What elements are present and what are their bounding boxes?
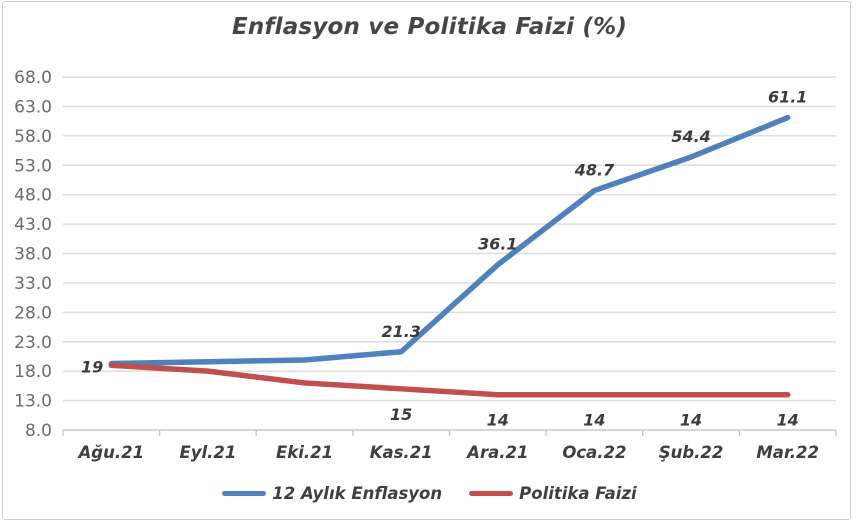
- y-axis-tick-label: 33.0: [14, 274, 52, 294]
- data-label: 14: [583, 411, 605, 430]
- x-axis-category-label: Ara.21: [465, 443, 528, 462]
- x-axis-category-label: Eki.21: [276, 443, 333, 462]
- legend: 12 Aylık Enflasyon Politika Faizi: [0, 484, 859, 503]
- data-label: 21.3: [381, 322, 420, 341]
- x-axis-category-label: Şub.22: [659, 443, 724, 462]
- y-axis-tick-label: 53.0: [14, 156, 52, 176]
- y-axis-tick-label: 58.0: [14, 127, 52, 147]
- chart-title: Enflasyon ve Politika Faizi (%): [231, 14, 628, 40]
- x-axis-category-label: Eyl.21: [179, 443, 236, 462]
- data-label: 14: [487, 411, 509, 430]
- data-label: 36.1: [478, 235, 517, 254]
- series-line-politika-faizi: [108, 362, 791, 398]
- y-axis-tick-label: 43.0: [14, 215, 52, 235]
- y-axis-tick-label: 23.0: [14, 333, 52, 353]
- x-axis-category-label: Mar.22: [756, 443, 819, 462]
- legend-label-politika-faizi: Politika Faizi: [519, 484, 637, 503]
- data-label: 14: [777, 411, 799, 430]
- y-axis-tick-label: 28.0: [14, 303, 52, 323]
- y-axis-tick-label: 18.0: [14, 362, 52, 382]
- series-line-enflasyon: [108, 114, 791, 367]
- y-axis-tick-label: 8.0: [25, 421, 52, 441]
- y-axis-tick-label: 68.0: [14, 68, 52, 88]
- legend-item-politika-faizi: Politika Faizi: [469, 484, 637, 503]
- data-label: 48.7: [574, 161, 615, 180]
- y-axis-tick-label: 48.0: [14, 186, 52, 206]
- x-axis-category-label: Ağu.21: [77, 443, 145, 462]
- data-label: 14: [680, 411, 702, 430]
- data-label: 61.1: [768, 88, 807, 107]
- legend-item-enflasyon: 12 Aylık Enflasyon: [222, 484, 442, 503]
- x-axis-category-label: Kas.21: [370, 443, 433, 462]
- legend-line-swatch-blue: [222, 490, 267, 497]
- y-axis-tick-label: 38.0: [14, 245, 52, 265]
- legend-label-enflasyon: 12 Aylık Enflasyon: [272, 484, 443, 503]
- legend-line-swatch-red: [469, 490, 514, 497]
- data-label: 54.4: [671, 127, 710, 146]
- y-axis-tick-label: 13.0: [14, 392, 52, 412]
- x-axis-category-label: Oca.22: [562, 443, 626, 462]
- data-label: 19: [81, 357, 103, 376]
- data-label: 15: [390, 405, 412, 424]
- y-axis-tick-label: 63.0: [14, 97, 52, 117]
